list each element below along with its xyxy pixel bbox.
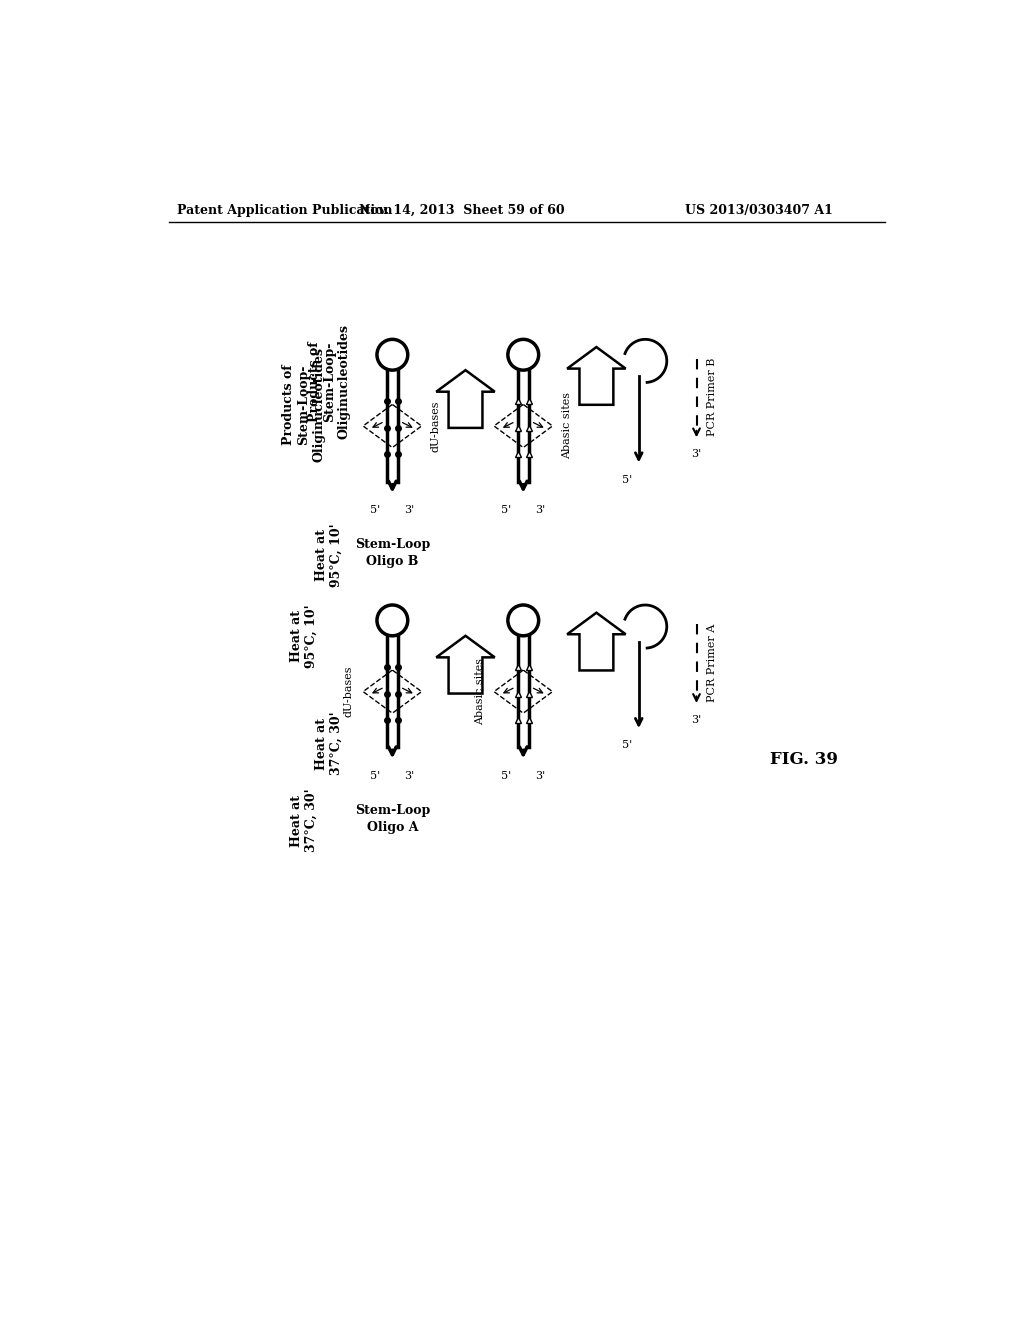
Text: Heat at
37°C, 30': Heat at 37°C, 30' xyxy=(290,789,317,853)
Polygon shape xyxy=(567,612,626,671)
Text: Stem-Loop
Oligo B: Stem-Loop Oligo B xyxy=(354,539,430,568)
Text: 5': 5' xyxy=(501,506,511,515)
Text: 5': 5' xyxy=(371,771,381,780)
Text: 3': 3' xyxy=(536,506,546,515)
Text: Patent Application Publication: Patent Application Publication xyxy=(177,205,392,218)
Text: Products of
Stem-Loop-
Oliginucleotides: Products of Stem-Loop- Oliginucleotides xyxy=(308,325,350,440)
Text: 5': 5' xyxy=(371,506,381,515)
Circle shape xyxy=(508,605,539,636)
Text: Products of
Stem-Loop-
Oliginucleotides: Products of Stem-Loop- Oliginucleotides xyxy=(283,347,326,462)
Text: dU-bases: dU-bases xyxy=(431,400,441,451)
Text: PCR Primer B: PCR Primer B xyxy=(708,358,717,437)
Text: 3': 3' xyxy=(404,506,415,515)
Text: 5': 5' xyxy=(501,771,511,780)
Text: Heat at
95°C, 10': Heat at 95°C, 10' xyxy=(315,523,343,587)
Text: Stem-Loop
Oligo A: Stem-Loop Oligo A xyxy=(354,804,430,834)
Text: Heat at
95°C, 10': Heat at 95°C, 10' xyxy=(290,605,317,668)
Circle shape xyxy=(508,339,539,370)
Text: dU-bases: dU-bases xyxy=(344,665,354,717)
Polygon shape xyxy=(436,636,495,693)
Text: 3': 3' xyxy=(404,771,415,780)
Text: 5': 5' xyxy=(623,475,633,484)
Text: Abasic sites: Abasic sites xyxy=(475,659,484,725)
Circle shape xyxy=(377,605,408,636)
Text: 3': 3' xyxy=(691,449,701,459)
Text: PCR Primer A: PCR Primer A xyxy=(708,623,717,702)
Text: 3': 3' xyxy=(691,715,701,725)
Text: 5': 5' xyxy=(623,741,633,750)
Text: Nov. 14, 2013  Sheet 59 of 60: Nov. 14, 2013 Sheet 59 of 60 xyxy=(358,205,564,218)
Polygon shape xyxy=(436,370,495,428)
Text: FIG. 39: FIG. 39 xyxy=(770,751,838,767)
Polygon shape xyxy=(567,347,626,405)
Text: 3': 3' xyxy=(536,771,546,780)
Text: US 2013/0303407 A1: US 2013/0303407 A1 xyxy=(685,205,833,218)
Circle shape xyxy=(377,339,408,370)
Text: Abasic sites: Abasic sites xyxy=(562,392,571,459)
Text: Heat at
37°C, 30': Heat at 37°C, 30' xyxy=(315,711,343,775)
